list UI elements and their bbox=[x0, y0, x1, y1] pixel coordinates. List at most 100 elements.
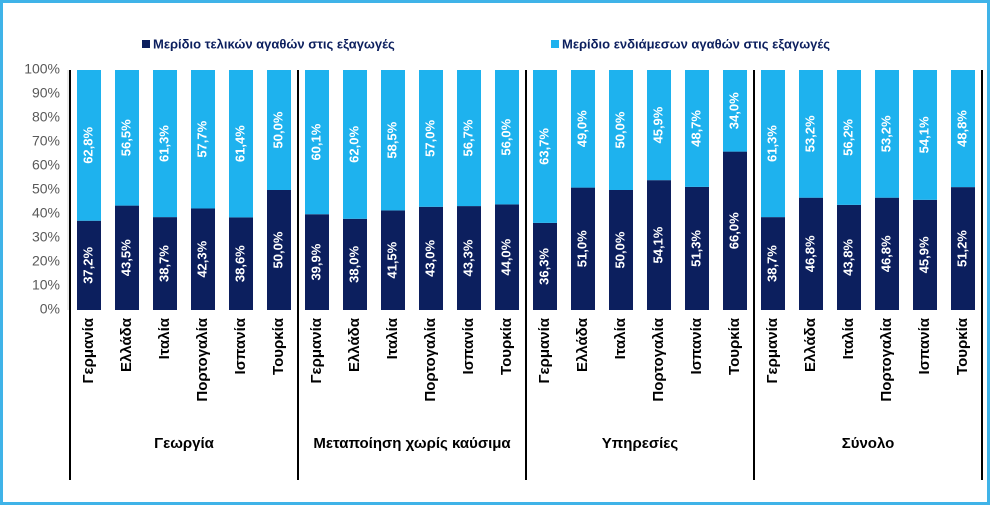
x-tick-label: Τουρκία bbox=[270, 317, 287, 375]
bar-segment bbox=[495, 204, 519, 310]
value-label: 58,5% bbox=[384, 121, 399, 158]
x-tick-label: Τουρκία bbox=[954, 317, 971, 375]
bar-segment bbox=[685, 186, 709, 310]
group-label: Υπηρεσίες bbox=[601, 435, 679, 452]
bar-segment bbox=[115, 205, 139, 310]
bar-segment bbox=[343, 70, 367, 219]
x-tick-label: Ελλάδα bbox=[802, 317, 819, 372]
x-tick-label: Γερμανία bbox=[80, 317, 97, 383]
y-tick-label: 100% bbox=[24, 61, 60, 77]
value-label: 45,9% bbox=[916, 236, 931, 273]
bar-segment bbox=[951, 70, 975, 188]
bar-segment bbox=[647, 70, 671, 181]
bar-segment bbox=[571, 70, 595, 188]
value-label: 42,3% bbox=[194, 240, 209, 277]
x-tick-label: Ισπανία bbox=[460, 317, 477, 374]
bar-segment bbox=[115, 70, 139, 206]
x-tick-label: Πορτογαλία bbox=[878, 317, 895, 401]
bar-segment bbox=[229, 217, 253, 310]
value-label: 57,0% bbox=[422, 120, 437, 157]
value-label: 51,3% bbox=[688, 230, 703, 267]
value-label: 56,7% bbox=[460, 119, 475, 156]
x-tick-label: Γερμανία bbox=[308, 317, 325, 383]
legend-swatch bbox=[551, 40, 559, 48]
bar-segment bbox=[875, 70, 899, 198]
value-label: 66,0% bbox=[726, 212, 741, 249]
bar-segment bbox=[837, 204, 861, 310]
y-tick-label: 50% bbox=[32, 181, 60, 197]
value-label: 60,1% bbox=[308, 123, 323, 160]
bar-segment bbox=[153, 70, 177, 218]
x-tick-label: Πορτογαλία bbox=[650, 317, 667, 401]
value-label: 53,2% bbox=[802, 115, 817, 152]
value-label: 48,8% bbox=[954, 110, 969, 147]
value-label: 38,7% bbox=[156, 245, 171, 282]
bar-segment bbox=[875, 197, 899, 310]
bar-segment bbox=[381, 70, 405, 211]
bar-segment bbox=[761, 217, 785, 310]
bar-segment bbox=[609, 70, 633, 190]
bar-segment bbox=[685, 70, 709, 187]
x-tick-label: Ισπανία bbox=[916, 317, 933, 374]
value-label: 62,8% bbox=[80, 126, 95, 163]
bar-segment bbox=[799, 197, 823, 310]
value-label: 61,3% bbox=[764, 125, 779, 162]
y-tick-label: 40% bbox=[32, 205, 60, 221]
value-label: 48,7% bbox=[688, 110, 703, 147]
bar-segment bbox=[609, 190, 633, 310]
bar-segment bbox=[533, 222, 557, 310]
value-label: 41,5% bbox=[384, 241, 399, 278]
x-tick-label: Ισπανία bbox=[688, 317, 705, 374]
y-tick-label: 30% bbox=[32, 229, 60, 245]
value-label: 51,2% bbox=[954, 230, 969, 267]
value-label: 57,7% bbox=[194, 120, 209, 157]
bar-segment bbox=[723, 70, 747, 152]
x-tick-label: Γερμανία bbox=[764, 317, 781, 383]
legend-swatch bbox=[142, 40, 150, 48]
bar-segment bbox=[723, 151, 747, 310]
bar-segment bbox=[77, 220, 101, 310]
x-tick-label: Ισπανία bbox=[232, 317, 249, 374]
value-label: 45,9% bbox=[650, 106, 665, 143]
value-label: 43,0% bbox=[422, 240, 437, 277]
value-label: 50,0% bbox=[612, 231, 627, 268]
value-label: 50,0% bbox=[270, 111, 285, 148]
bar-segment bbox=[305, 70, 329, 215]
bar-segment bbox=[457, 206, 481, 310]
value-label: 39,9% bbox=[308, 243, 323, 280]
bar-segment bbox=[267, 70, 291, 190]
bar-segment bbox=[533, 70, 557, 223]
value-label: 50,0% bbox=[612, 111, 627, 148]
group-label: Σύνολο bbox=[841, 435, 895, 452]
y-tick-label: 90% bbox=[32, 85, 60, 101]
bar-segment bbox=[77, 70, 101, 221]
legend-label: Μερίδιο τελικών αγαθών στις εξαγωγές bbox=[153, 36, 395, 51]
bar-segment bbox=[799, 70, 823, 198]
bar-segment bbox=[191, 208, 215, 310]
value-label: 38,0% bbox=[346, 246, 361, 283]
value-label: 56,2% bbox=[840, 119, 855, 156]
value-label: 62,0% bbox=[346, 126, 361, 163]
bar-segment bbox=[647, 180, 671, 310]
x-tick-label: Τουρκία bbox=[726, 317, 743, 375]
y-tick-label: 20% bbox=[32, 253, 60, 269]
value-label: 34,0% bbox=[726, 92, 741, 129]
bar-segment bbox=[229, 70, 253, 218]
bar-segment bbox=[837, 70, 861, 205]
y-tick-label: 80% bbox=[32, 109, 60, 125]
value-label: 44,0% bbox=[498, 238, 513, 275]
bar-segment bbox=[571, 187, 595, 310]
y-tick-label: 0% bbox=[40, 301, 60, 317]
value-label: 53,2% bbox=[878, 115, 893, 152]
bar-segment bbox=[913, 70, 937, 200]
legend-label: Μερίδιο ενδιάμεσων αγαθών στις εξαγωγές bbox=[562, 36, 830, 51]
x-tick-label: Ελλάδα bbox=[346, 317, 363, 372]
value-label: 46,8% bbox=[878, 235, 893, 272]
value-label: 56,5% bbox=[118, 119, 133, 156]
y-tick-label: 70% bbox=[32, 133, 60, 149]
x-tick-label: Ελλάδα bbox=[118, 317, 135, 372]
y-tick-label: 60% bbox=[32, 157, 60, 173]
y-tick-label: 10% bbox=[32, 277, 60, 293]
x-tick-label: Τουρκία bbox=[498, 317, 515, 375]
